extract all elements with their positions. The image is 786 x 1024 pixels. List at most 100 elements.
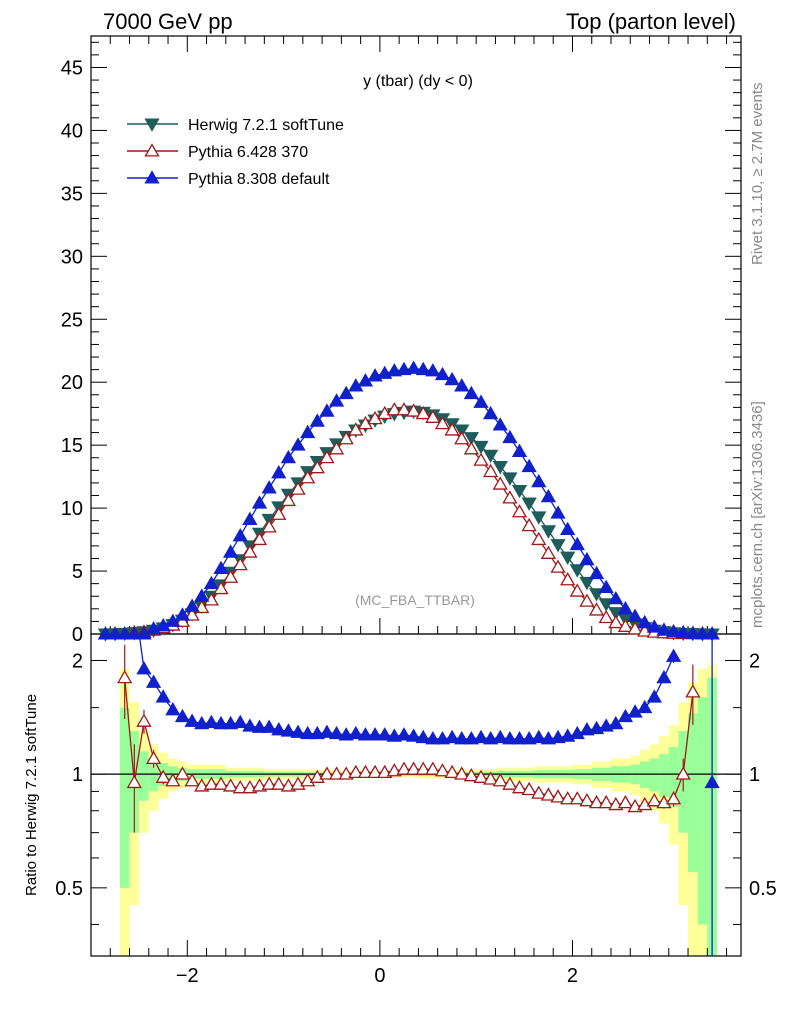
ratio-point [492,773,508,787]
ratio-point [473,769,489,783]
ratio-point [665,648,682,662]
series-2-point [502,429,518,444]
ratio-point [184,713,200,727]
series-2-point [405,360,422,374]
ratio-band-inner [148,758,159,792]
series-0-point [560,551,576,566]
ratio-point [165,773,181,787]
main-plot [97,360,720,642]
ratio-point [396,727,412,741]
series-1-point [271,506,287,520]
series-0-point [521,497,537,511]
ratio-point [223,715,239,730]
ratio-point [367,727,383,741]
series-2-point [251,495,268,509]
legend-marker [144,118,160,132]
series-1-point [328,441,345,455]
series-0-point [454,424,470,438]
series-1-point [540,545,557,559]
series-2-point [223,544,239,558]
ratio-point [569,791,585,805]
ratio-point [203,714,219,729]
ratio-band-inner [688,713,698,873]
main-ytick-label: 15 [61,435,83,457]
series-0-point [483,449,499,464]
ratio-point [454,731,470,745]
series-2-point [184,598,200,612]
ratio-point [232,714,248,729]
analysis-annotation: (MC_FBA_TTBAR) [355,592,475,608]
series-2-point [271,465,287,479]
series-2-point [560,521,576,536]
series-2-point [434,366,451,381]
ratio-point [511,731,528,745]
ratio-point [213,715,229,730]
ratio-point [598,794,614,809]
ratio-point [444,764,460,779]
series-2-point [444,371,460,386]
series-2-point [492,417,508,431]
ratio-ytick-label: 1 [72,764,83,786]
series-1-point [319,449,335,464]
ratio-point [126,774,142,789]
ratio-point [155,769,171,783]
ratio-point [251,719,268,733]
ratio-point [184,773,200,787]
series-1-point [232,556,248,571]
ratio-band-inner [668,746,679,807]
main-ytick-label: 10 [61,498,83,520]
series-1-point [473,452,489,466]
series-1-point [261,519,277,533]
ratio-point [223,778,239,792]
ratio-point [685,684,701,698]
ratio-point [617,794,634,809]
series-1-point [415,405,431,420]
ratio-point [434,731,451,745]
ratio-point [357,764,374,779]
series-1-point [454,431,470,445]
series-1-point [223,569,239,583]
series-1-point [405,403,422,417]
series-2-point [309,413,325,427]
ratio-point [280,723,297,737]
ratio-point [386,728,402,742]
ratio-band-inner [659,754,669,797]
main-ytick-label: 40 [61,120,83,142]
ratio-point [203,776,219,790]
series-0-point [511,484,528,499]
ratio-axes: 0.5 0.5 1 1 2 2 −2 0 2 [55,633,777,987]
series-1-point [386,402,402,416]
series-1-point [483,463,499,478]
series-2-point [242,511,258,525]
header-right: Top (parton level) [566,9,736,34]
header-left: 7000 GeV pp [103,9,233,34]
xtick-label: 0 [374,965,385,987]
series-2-point [579,551,595,566]
ratio-point [319,724,335,738]
ratio-point [165,702,181,716]
ratio-point [550,729,566,744]
series-2-point [588,565,605,580]
series-2-point [598,579,614,593]
series-2-point [521,458,537,473]
legend: Herwig 7.2.1 softTune Pythia 6.428 370 Pyt… [127,117,344,188]
series-1-point [309,460,325,474]
series-1-point [300,470,316,484]
series-1-point [608,614,624,629]
ratio-band-inner [697,697,708,925]
series-2-point [656,622,672,636]
xtick-label: 2 [567,965,578,987]
series-0-point [550,539,566,553]
ratio-point [521,731,537,745]
series-1-point [280,492,297,507]
series-1-point [502,490,518,504]
legend-label: Pythia 8.308 default [188,171,330,188]
series-2-point [646,619,662,633]
ratio-ytick-label-right: 2 [749,650,760,672]
main-ytick-label: 20 [61,372,83,394]
series-0-point [473,440,489,455]
series-1-point [251,531,268,546]
legend-label: Herwig 7.2.1 softTune [188,117,344,134]
series-2-point [203,575,219,590]
series-1-point [242,544,258,558]
